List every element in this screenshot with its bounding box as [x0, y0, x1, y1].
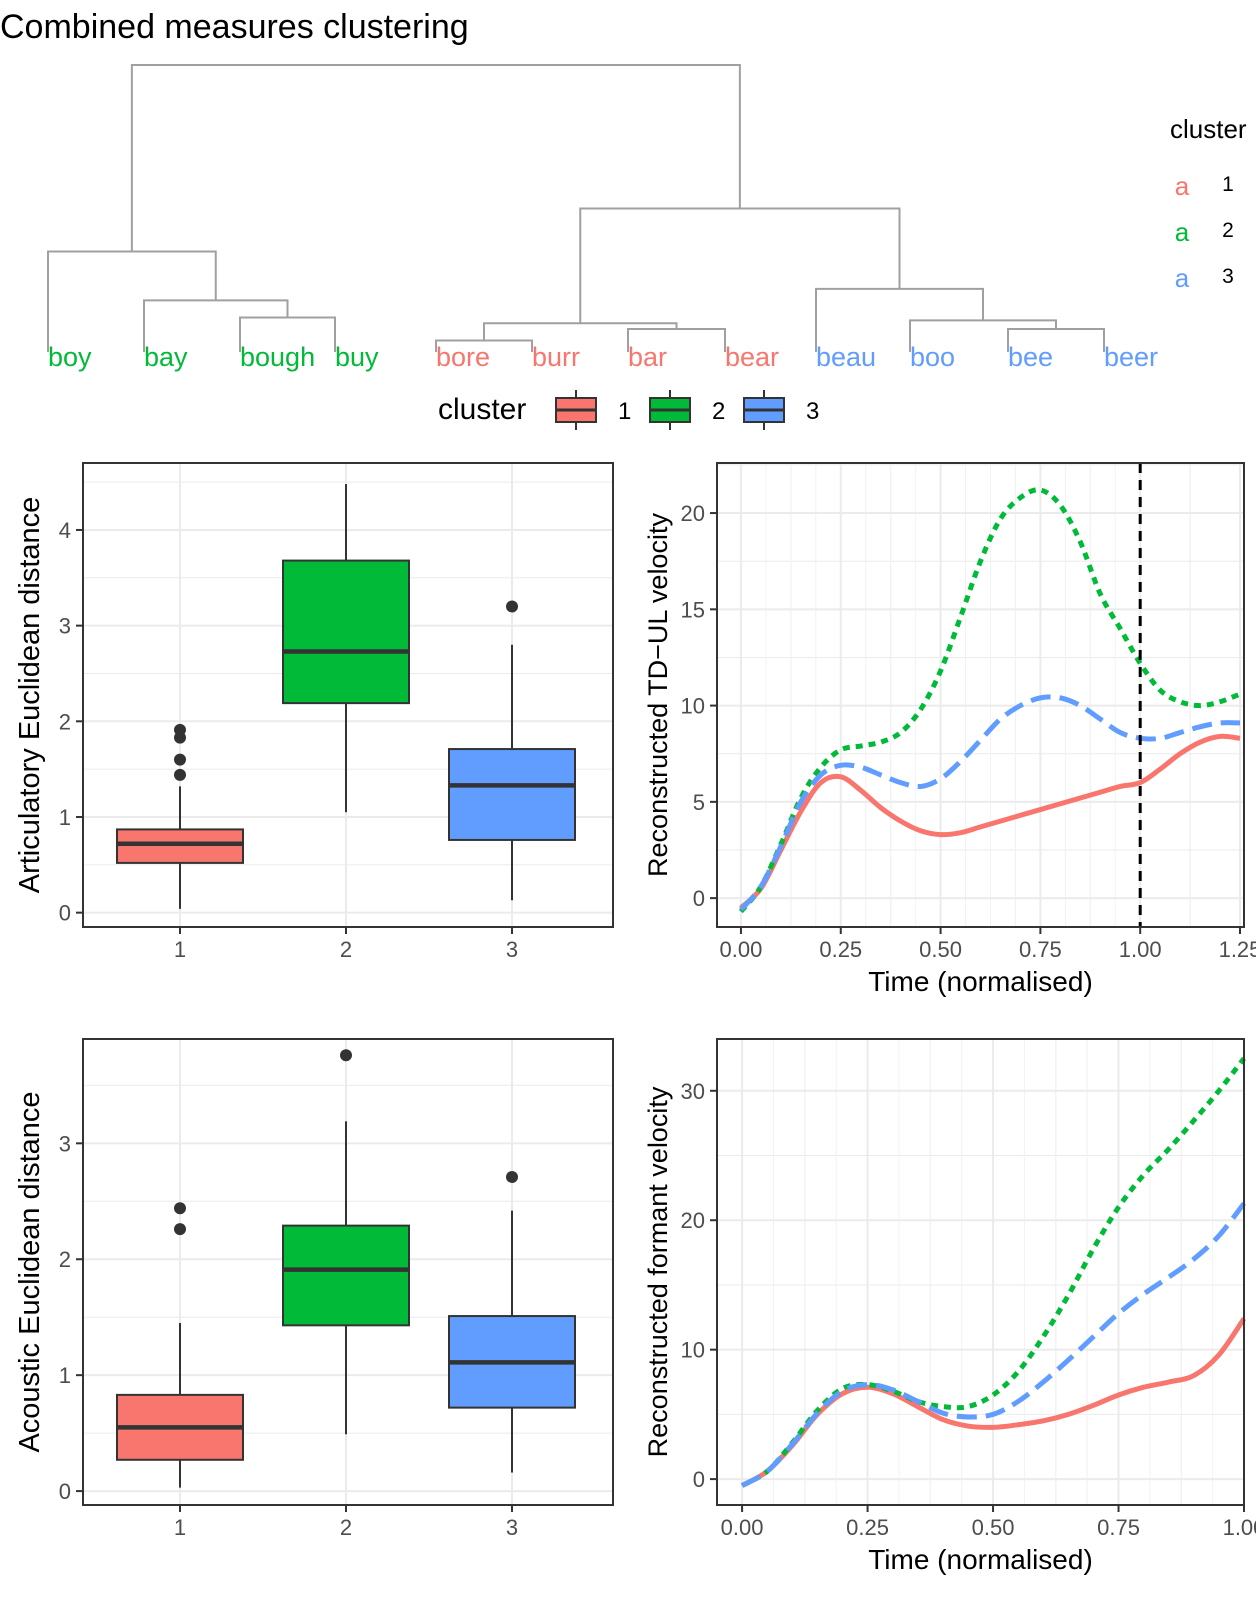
dendrogram-legend-label-3: 3: [1222, 265, 1234, 288]
boxplot-3-box-2: [282, 1224, 410, 1327]
lineplot-4-xlabel: Time (normalised): [868, 1544, 1093, 1575]
lineplot-4-xtick-label-3: 0.75: [1097, 1515, 1140, 1540]
leaf-label-bay: bay: [144, 342, 188, 372]
lineplot-2-xtick-label-1: 0.25: [819, 937, 862, 962]
lineplot-2-xtick-label-4: 1.00: [1119, 937, 1162, 962]
lineplot-2-ytick-label-1: 5: [693, 790, 705, 815]
leaf-label-buy: buy: [335, 342, 379, 372]
lineplot-4-ytick-label-1: 10: [681, 1338, 705, 1363]
dendrogram-legend-glyph-1: a: [1175, 171, 1190, 201]
lineplot-4-xtick-label-4: 1.00: [1223, 1515, 1256, 1540]
leaf-label-beau: beau: [816, 342, 876, 372]
boxplot-3-ytick-label: 0: [59, 1479, 71, 1504]
lineplot-2-xtick-label-0: 0.00: [720, 937, 763, 962]
lineplot-2-xtick-label-5: 1.25: [1219, 937, 1256, 962]
boxplot-1-ytick-label: 3: [59, 614, 71, 639]
box-legend-label-3: 3: [806, 398, 819, 425]
lineplot-4-ytick-label-3: 30: [681, 1079, 705, 1104]
boxplot-3-border: [82, 1038, 614, 1506]
boxplot-3-xtick-label-3: 3: [506, 1515, 518, 1540]
boxplot-1-ytick-label: 2: [59, 709, 71, 734]
leaf-label-burr: burr: [532, 342, 580, 372]
boxplot-3-outlier-2: [340, 1049, 352, 1062]
dendrogram-branch-m10: [579, 207, 901, 324]
boxplot-1-xtick-label-3: 3: [506, 937, 518, 962]
lineplot-2-border: [716, 462, 1245, 928]
lineplot-2-xtick-label-2: 0.50: [919, 937, 962, 962]
dendrogram-legend-glyph-3: a: [1175, 263, 1190, 293]
boxplot-3-ytick-label: 2: [59, 1247, 71, 1272]
box-legend-label-2: 2: [712, 398, 725, 425]
boxplot-3-xtick-label-1: 1: [174, 1515, 186, 1540]
lineplot-4-border: [716, 1038, 1245, 1506]
leaf-label-boo: boo: [910, 342, 955, 372]
dendrogram-branch-m6: [483, 322, 678, 341]
lineplot-2-ylabel: Reconstructed TD−UL velocity: [643, 513, 673, 877]
lineplot-4-xtick-label-2: 0.50: [972, 1515, 1015, 1540]
leaf-label-bough: bough: [240, 342, 315, 372]
dendrogram-legend-glyph-2: a: [1175, 217, 1190, 247]
boxplot-3-outlier-1: [174, 1202, 186, 1215]
figure-title: Combined measures clustering: [0, 8, 469, 46]
boxplot-1-box-1: [116, 828, 244, 864]
lineplot-2-ytick-label-0: 0: [693, 886, 705, 911]
boxplot-1-outlier-1: [174, 768, 186, 781]
lineplot-2-xtick-label-3: 0.75: [1019, 937, 1062, 962]
dendrogram-branch-m3: [47, 250, 217, 352]
boxplot-1-ylabel: Articulatory Euclidean distance: [14, 497, 46, 894]
leaf-label-bear: bear: [725, 342, 779, 372]
dendrogram-legend-title: cluster: [1170, 114, 1247, 144]
boxplot-1-ytick-label: 1: [59, 805, 71, 830]
boxplot-3-xtick-label-2: 2: [340, 1515, 352, 1540]
box-legend-title: cluster: [438, 393, 526, 426]
lineplot-4-ytick-label-0: 0: [693, 1467, 705, 1492]
boxplot-1-xtick-label-1: 1: [174, 937, 186, 962]
lineplot-4-panel: [717, 1039, 1244, 1505]
lineplot-2-panel: [717, 463, 1244, 927]
lineplot-4-ylabel: Reconstructed formant velocity: [643, 1086, 673, 1457]
lineplot-2-series-3: [739, 694, 1241, 912]
boxplot-1-outlier-1: [174, 753, 186, 766]
boxplot-3-ytick-label: 3: [59, 1131, 71, 1156]
dendrogram-legend-label-1: 1: [1222, 173, 1234, 196]
lineplot-4-ytick-label-2: 20: [681, 1208, 705, 1233]
lineplot-2-xlabel: Time (normalised): [868, 966, 1093, 997]
boxplot-3-ylabel: Acoustic Euclidean distance: [14, 1091, 46, 1452]
boxplot-3-outlier-1: [174, 1223, 186, 1236]
boxplot-1-xtick-label-2: 2: [340, 937, 352, 962]
boxplot-1-outlier-1: [174, 723, 186, 736]
boxplot-1-box-3: [448, 748, 576, 841]
lineplot-2-ytick-label-2: 10: [681, 694, 705, 719]
lineplot-2-ytick-label-4: 20: [681, 501, 705, 526]
boxplot-3-ytick-label: 1: [59, 1363, 71, 1388]
lineplot-4-xtick-label-1: 0.25: [846, 1515, 889, 1540]
leaf-label-bee: bee: [1008, 342, 1053, 372]
boxplot-3-outlier-3: [506, 1170, 518, 1183]
leaf-label-bar: bar: [628, 342, 667, 372]
lineplot-4-series-3: [740, 1201, 1246, 1488]
boxplot-1-box-2: [282, 559, 410, 705]
lineplot-2-series-1: [739, 733, 1241, 910]
boxplot-1-ytick-label: 4: [59, 518, 71, 543]
leaf-label-beer: beer: [1104, 342, 1158, 372]
lineplot-4-xtick-label-0: 0.00: [721, 1515, 764, 1540]
lineplot-4-series-1: [740, 1317, 1247, 1488]
dendrogram-branch-m11: [130, 64, 741, 252]
box-legend-label-1: 1: [618, 398, 631, 425]
leaf-label-boy: boy: [48, 342, 92, 372]
boxplot-1-border: [82, 462, 614, 928]
boxplot-1-outlier-3: [506, 600, 518, 613]
dendrogram-legend-label-2: 2: [1222, 219, 1234, 242]
boxplot-1-ytick-label: 0: [59, 901, 71, 926]
leaf-label-bore: bore: [436, 342, 490, 372]
lineplot-2-ytick-label-3: 15: [681, 597, 705, 622]
lineplot-2-series-2: [739, 487, 1241, 914]
